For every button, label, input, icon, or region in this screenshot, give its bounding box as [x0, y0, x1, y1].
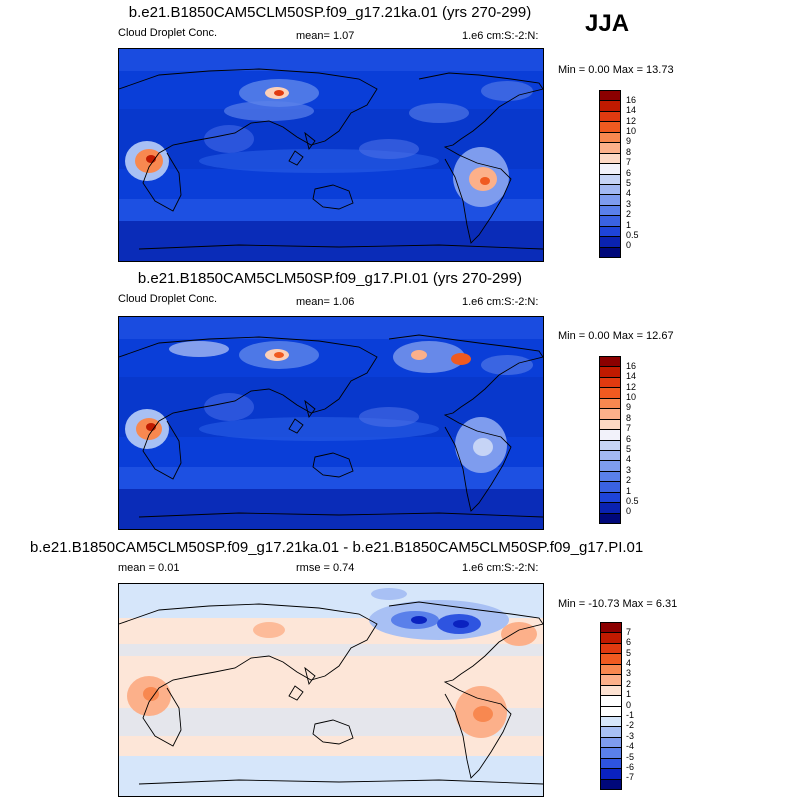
panel3-units: 1.e6 cm:S:-2:N:: [462, 562, 539, 574]
panel1-title: b.e21.B1850CAM5CLM50SP.f09_g17.21ka.01 (…: [128, 4, 532, 21]
panel2-variable-label: Cloud Droplet Conc.: [118, 293, 218, 305]
panel3-map-svg: [119, 584, 543, 796]
panel2-map-svg: [119, 317, 543, 529]
panel3-cb-label: 7: [626, 627, 632, 637]
panel2-cb-label: 0.5: [626, 496, 639, 506]
season-label: JJA: [585, 10, 630, 37]
panel2-title: b.e21.B1850CAM5CLM50SP.f09_g17.PI.01 (yr…: [137, 270, 523, 287]
panel1-cb-label: 0: [626, 240, 632, 250]
panel2-cb-label: 4: [626, 454, 632, 464]
panel2-cb-label: 7: [626, 423, 632, 433]
panel2-cb-label: 12: [626, 382, 637, 392]
panel2-cb-label: 5: [626, 444, 632, 454]
panel1-cb-label: 9: [626, 136, 632, 146]
panel1-cb-label: 4: [626, 188, 632, 198]
panel1-cb-label: 16: [626, 95, 637, 105]
panel3-rmse: rmse = 0.74: [296, 562, 355, 574]
panel1-cb-label: 7: [626, 157, 632, 167]
panel3-cb-label: 0: [626, 700, 632, 710]
panel3-cb-label: 2: [626, 679, 632, 689]
panel1-map-svg: [119, 49, 543, 261]
panel1-cb-label: 5: [626, 178, 632, 188]
panel3-cb-label: 3: [626, 668, 632, 678]
panel2-map: [118, 316, 544, 530]
panel3-cb-label: -4: [626, 741, 635, 751]
panel3-cb-label: -5: [626, 752, 635, 762]
panel2-cb-label: 1: [626, 486, 632, 496]
panel1-cb-label: 6: [626, 168, 632, 178]
panel2-units: 1.e6 cm:S:-2:N:: [462, 296, 539, 308]
panel2-minmax: Min = 0.00 Max = 12.67: [558, 330, 674, 342]
panel2-cb-label: 10: [626, 392, 637, 402]
panel1-colorbar: [599, 90, 621, 258]
panel3-cb-label: 1: [626, 689, 632, 699]
panel1-map: [118, 48, 544, 262]
panel1-cb-label: 14: [626, 105, 637, 115]
panel3-mean: mean = 0.01: [118, 562, 180, 574]
panel1-minmax: Min = 0.00 Max = 13.73: [558, 64, 674, 76]
panel3-title: b.e21.B1850CAM5CLM50SP.f09_g17.21ka.01 -…: [30, 539, 644, 556]
panel1-variable-label: Cloud Droplet Conc.: [118, 27, 218, 39]
panel1-units: 1.e6 cm:S:-2:N:: [462, 30, 539, 42]
panel2-cb-label: 16: [626, 361, 637, 371]
panel3-cb-label: 6: [626, 637, 632, 647]
panel2-cb-label: 8: [626, 413, 632, 423]
panel2-colorbar: [599, 356, 621, 524]
panel1-mean: mean= 1.07: [296, 30, 355, 42]
panel3-map: [118, 583, 544, 797]
panel1-cb-label: 3: [626, 199, 632, 209]
panel3-cb-label: -7: [626, 772, 635, 782]
panel1-cb-label: 12: [626, 116, 637, 126]
panel3-minmax: Min = -10.73 Max = 6.31: [558, 598, 678, 610]
panel3-cb-label: -1: [626, 710, 635, 720]
panel2-cb-label: 3: [626, 465, 632, 475]
panel2-mean: mean= 1.06: [296, 296, 355, 308]
panel2-cb-label: 9: [626, 402, 632, 412]
panel2-cb-label: 0: [626, 506, 632, 516]
panel3-cb-label: -2: [626, 720, 635, 730]
panel1-cb-label: 10: [626, 126, 637, 136]
panel3-cb-label: -3: [626, 731, 635, 741]
panel1-cb-label: 1: [626, 220, 632, 230]
panel3-cb-label: 4: [626, 658, 632, 668]
panel1-cb-label: 8: [626, 147, 632, 157]
panel3-colorbar: [600, 622, 622, 790]
panel3-cb-label: 5: [626, 648, 632, 658]
panel2-cb-label: 14: [626, 371, 637, 381]
panel1-cb-label: 2: [626, 209, 632, 219]
panel2-cb-label: 6: [626, 434, 632, 444]
panel3-cb-label: -6: [626, 762, 635, 772]
panel1-cb-label: 0.5: [626, 230, 639, 240]
panel2-cb-label: 2: [626, 475, 632, 485]
